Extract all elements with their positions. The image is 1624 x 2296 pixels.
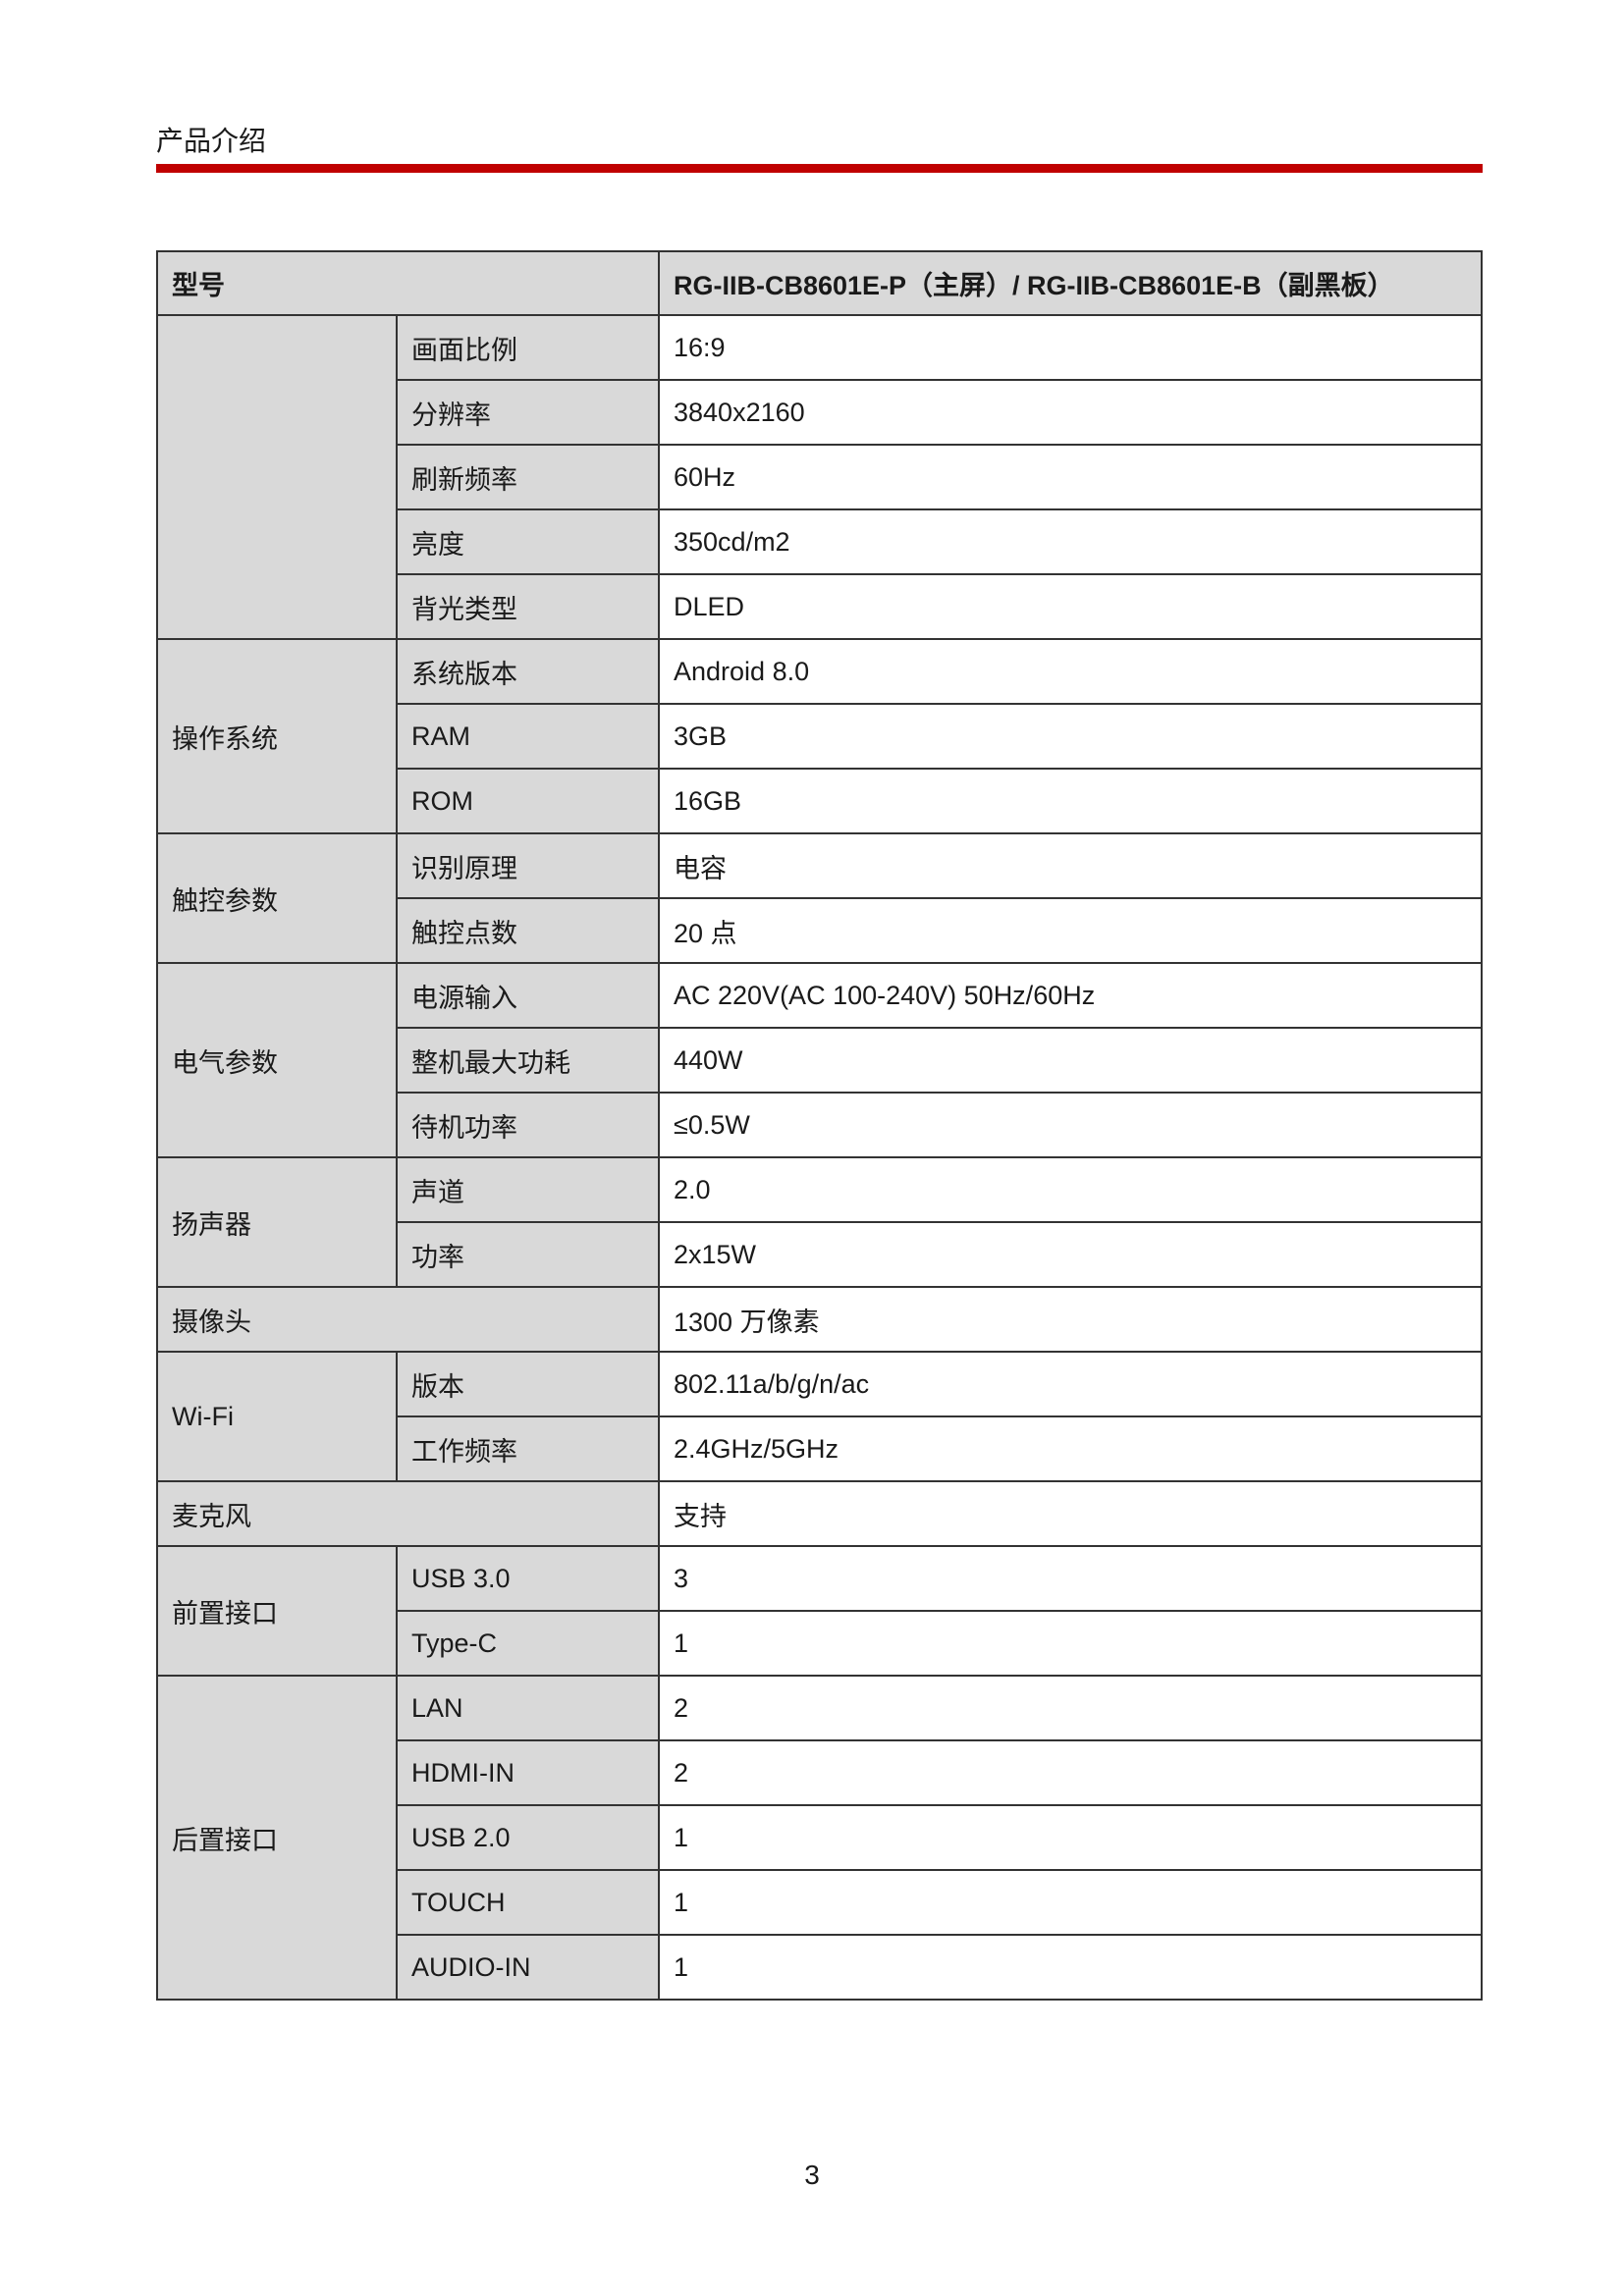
param-label: HDMI-IN (396, 1739, 660, 1806)
page-number: 3 (804, 2160, 820, 2190)
table-row: 功率 2x15W (157, 1221, 1483, 1288)
table-row: 触控点数 20 点 (157, 897, 1483, 964)
param-label: ROM (396, 768, 660, 834)
param-value: 3GB (658, 703, 1483, 770)
group-label: 操作系统 (156, 638, 398, 834)
param-value: 3 (658, 1545, 1483, 1612)
param-label: 分辨率 (396, 379, 660, 446)
param-label: 刷新频率 (396, 444, 660, 510)
param-value: 350cd/m2 (658, 508, 1483, 575)
param-label: LAN (396, 1675, 660, 1741)
table-row: 待机功率 ≤0.5W (157, 1092, 1483, 1158)
param-label: 识别原理 (396, 832, 660, 899)
param-value: 2.4GHz/5GHz (658, 1415, 1483, 1482)
table-row: 亮度 350cd/m2 (157, 508, 1483, 575)
param-label: 版本 (396, 1351, 660, 1417)
param-label: 待机功率 (396, 1092, 660, 1158)
spec-table: 型号 RG-IIB-CB8601E-P（主屏）/ RG-IIB-CB8601E-… (156, 250, 1483, 2001)
param-label: 电源输入 (396, 962, 660, 1029)
param-value: 2x15W (658, 1221, 1483, 1288)
group-label: 扬声器 (156, 1156, 398, 1288)
table-row: ROM 16GB (157, 768, 1483, 834)
table-row: TOUCH 1 (157, 1869, 1483, 1936)
table-row: 刷新频率 60Hz (157, 444, 1483, 510)
param-label: Type-C (396, 1610, 660, 1677)
group-label (156, 314, 398, 640)
param-label: 工作频率 (396, 1415, 660, 1482)
table-header-row: 型号 RG-IIB-CB8601E-P（主屏）/ RG-IIB-CB8601E-… (156, 250, 1483, 316)
param-value: 3840x2160 (658, 379, 1483, 446)
param-label: USB 2.0 (396, 1804, 660, 1871)
param-value: 60Hz (658, 444, 1483, 510)
model-value: RG-IIB-CB8601E-P（主屏）/ RG-IIB-CB8601E-B（副… (658, 250, 1483, 316)
table-row: 工作频率 2.4GHz/5GHz (157, 1415, 1483, 1482)
param-label: 背光类型 (396, 573, 660, 640)
param-label: 功率 (396, 1221, 660, 1288)
param-label: RAM (396, 703, 660, 770)
param-value: ≤0.5W (658, 1092, 1483, 1158)
param-value: 2.0 (658, 1156, 1483, 1223)
table-row: 后置接口 LAN 2 (156, 1675, 1483, 2001)
param-label: 声道 (396, 1156, 660, 1223)
param-value: Android 8.0 (658, 638, 1483, 705)
param-label: AUDIO-IN (396, 1934, 660, 2001)
param-label: TOUCH (396, 1869, 660, 1936)
table-row: 摄像头 1300 万像素 (156, 1286, 1483, 1353)
group-label: 摄像头 (156, 1286, 660, 1353)
table-row: 分辨率 3840x2160 (157, 379, 1483, 446)
table-row: USB 2.0 1 (157, 1804, 1483, 1871)
param-value: 440W (658, 1027, 1483, 1094)
param-value: 802.11a/b/g/n/ac (658, 1351, 1483, 1417)
group-label: 电气参数 (156, 962, 398, 1158)
table-row: 整机最大功耗 440W (157, 1027, 1483, 1094)
param-value: 1 (658, 1804, 1483, 1871)
table-row: 画面比例 16:9 (156, 314, 1483, 640)
table-row: 前置接口 USB 3.0 3 (156, 1545, 1483, 1677)
table-row: 背光类型 DLED (157, 573, 1483, 640)
param-label: 系统版本 (396, 638, 660, 705)
param-value: 2 (658, 1739, 1483, 1806)
table-row: Wi-Fi 版本 802.11a/b/g/n/ac (156, 1351, 1483, 1482)
group-label: 后置接口 (156, 1675, 398, 2001)
table-row: 扬声器 声道 2.0 (156, 1156, 1483, 1288)
table-row: AUDIO-IN 1 (157, 1934, 1483, 2001)
table-row: 麦克风 支持 (156, 1480, 1483, 1547)
table-row: 操作系统 系统版本 Android 8.0 (156, 638, 1483, 834)
param-label: 触控点数 (396, 897, 660, 964)
header-rule (156, 164, 1483, 173)
param-value: 支持 (658, 1480, 1483, 1547)
param-value: 16:9 (658, 314, 1483, 381)
table-row: RAM 3GB (157, 703, 1483, 770)
group-label: 麦克风 (156, 1480, 660, 1547)
table-row: HDMI-IN 2 (157, 1739, 1483, 1806)
param-label: 画面比例 (396, 314, 660, 381)
model-label: 型号 (156, 250, 660, 316)
param-label: 整机最大功耗 (396, 1027, 660, 1094)
param-value: 1 (658, 1610, 1483, 1677)
table-row: 触控参数 识别原理 电容 (156, 832, 1483, 964)
group-label: 触控参数 (156, 832, 398, 964)
param-value: 16GB (658, 768, 1483, 834)
running-header: 产品介绍 (156, 126, 267, 156)
param-value: 1300 万像素 (658, 1286, 1483, 1353)
table-row: Type-C 1 (157, 1610, 1483, 1677)
param-label: USB 3.0 (396, 1545, 660, 1612)
param-value: 电容 (658, 832, 1483, 899)
param-value: 2 (658, 1675, 1483, 1741)
group-label: Wi-Fi (156, 1351, 398, 1482)
param-value: AC 220V(AC 100-240V) 50Hz/60Hz (658, 962, 1483, 1029)
param-value: 1 (658, 1934, 1483, 2001)
table-row: 电气参数 电源输入 AC 220V(AC 100-240V) 50Hz/60Hz (156, 962, 1483, 1158)
param-value: 1 (658, 1869, 1483, 1936)
group-label: 前置接口 (156, 1545, 398, 1677)
param-value: DLED (658, 573, 1483, 640)
param-label: 亮度 (396, 508, 660, 575)
param-value: 20 点 (658, 897, 1483, 964)
